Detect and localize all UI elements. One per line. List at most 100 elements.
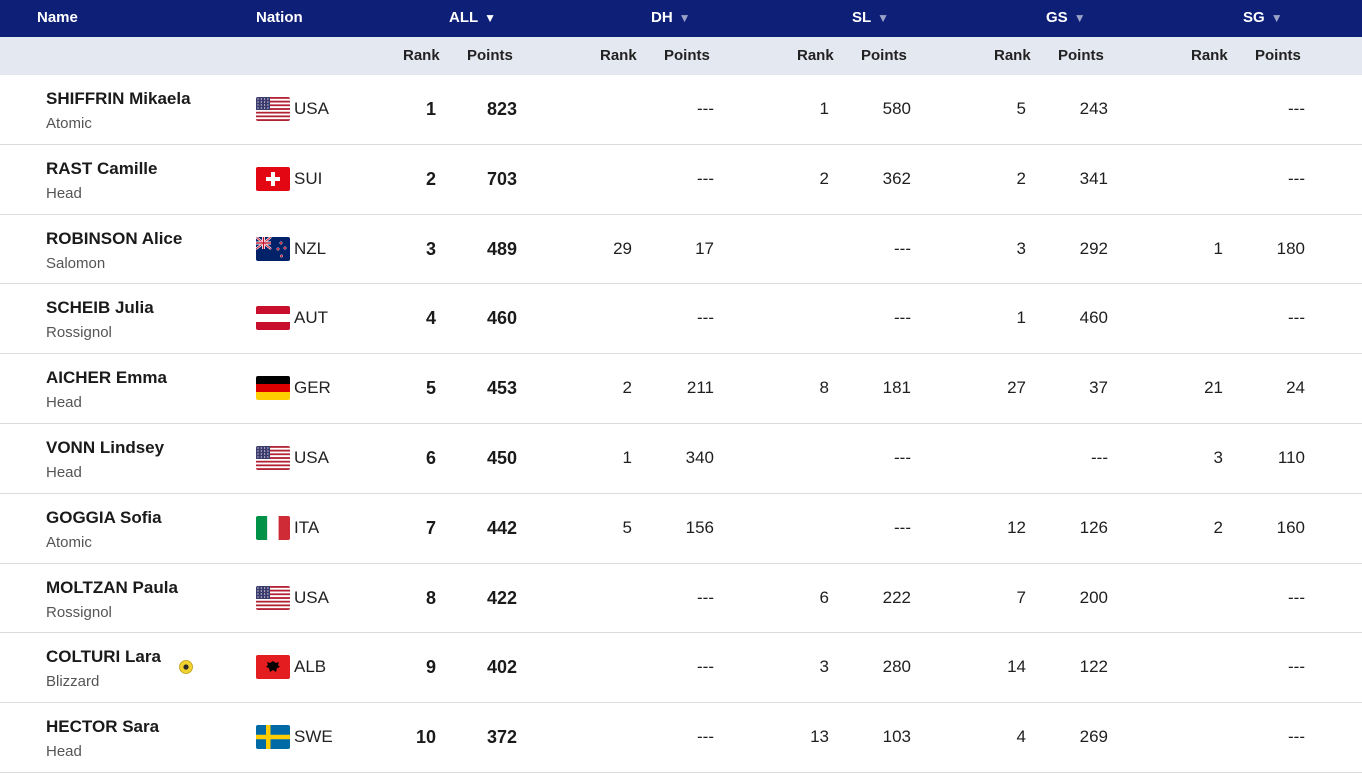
all-rank-cell: 5 [425,378,436,399]
table-row[interactable]: HECTOR Sara Head SWE 10 372 --- 13 103 4 269 --- [0,703,1362,773]
all-rank-cell: 7 [425,517,436,538]
dh-rank-cell: 1 [622,447,632,467]
table-row[interactable]: ROBINSON Alice Salomon NZL 3 489 29 17 --- 3 292 1… [0,215,1362,285]
sort-down-icon: ▼ [484,11,497,25]
sort-down-icon: ▼ [678,11,691,25]
sg-points-cell: 110 [1277,447,1305,467]
nation-code: USA [294,587,329,607]
athlete-brand: Salomon [46,254,106,272]
nation-code: GER [294,378,331,398]
athlete-brand: Blizzard [46,673,100,691]
header-sg-label: SG [1243,9,1265,26]
gs-rank-cell: 3 [1016,238,1026,258]
header-sl-sort[interactable]: SL ▼ [852,0,889,37]
header-dh-sort[interactable]: DH ▼ [651,0,691,37]
subheader-gs-rank: Rank [994,47,1031,64]
athlete-name[interactable]: GOGGIA Sofia [46,507,162,527]
header-dh-label: DH [651,9,673,26]
subheader-sl-points: Points [861,47,907,64]
sort-down-icon: ▼ [1073,11,1086,25]
sg-points-cell: 160 [1276,517,1305,537]
all-points-cell: 823 [486,99,517,119]
sg-points-cell: --- [1288,587,1305,607]
all-rank-cell: 8 [425,587,436,608]
nation-code: SUI [294,168,323,188]
gs-points-cell: 37 [1089,378,1108,398]
sl-points-cell: 222 [882,587,911,607]
gs-points-cell: --- [1091,447,1108,467]
table-row[interactable]: MOLTZAN Paula Rossignol USA 8 422 --- 6 222 7 200… [0,564,1362,634]
dh-points-cell: 340 [685,447,714,467]
switzerland-flag-icon [256,166,290,191]
nation-code: USA [294,99,329,118]
header-sl-label: SL [852,9,872,26]
sl-points-cell: --- [894,447,911,467]
table-row[interactable]: AICHER Emma Head GER 5 453 2 211 8 181 27 37 21 24 [0,354,1362,424]
subheader-sl-rank: Rank [797,47,834,64]
subheader-dh-rank: Rank [600,47,637,64]
sl-rank-cell: 1 [819,99,829,118]
gs-rank-cell: 12 [1007,517,1026,537]
athlete-name[interactable]: COLTURI Lara [46,647,161,667]
gs-points-cell: 460 [1079,308,1108,328]
subheader-sg-rank: Rank [1191,47,1228,64]
athlete-name[interactable]: SCHEIB Julia [46,298,154,318]
all-points-cell: 372 [486,727,517,748]
sl-points-cell: 580 [882,99,911,118]
new-zealand-flag-icon [256,236,290,261]
nation-code: AUT [294,308,328,328]
nation-code: ITA [294,517,320,537]
sl-points-cell: --- [894,308,911,328]
header-name[interactable]: Name [37,9,78,26]
sg-rank-cell: 3 [1213,447,1223,467]
usa-flag-icon [256,585,290,610]
gs-rank-cell: 4 [1016,727,1026,747]
all-rank-cell: 1 [425,99,436,119]
all-points-cell: 703 [486,168,517,189]
table-row[interactable]: VONN Lindsey Head USA 6 450 1 340 --- --- 3 110 [0,424,1362,494]
athlete-name[interactable]: MOLTZAN Paula [46,577,178,597]
sg-points-cell: --- [1288,727,1305,747]
header-gs-sort[interactable]: GS ▼ [1046,0,1086,37]
athlete-name[interactable]: RAST Camille [46,158,158,178]
athlete-name[interactable]: AICHER Emma [46,368,167,388]
dh-points-cell: --- [697,657,714,677]
athlete-name[interactable]: ROBINSON Alice [46,228,183,248]
sg-points-cell: --- [1288,308,1305,328]
subheader-dh-points: Points [664,47,710,64]
table-row[interactable]: RAST Camille Head SUI 2 703 --- 2 362 2 341 --- [0,145,1362,215]
table-row[interactable]: COLTURI Lara Blizzard ALB 9 402 --- 3 280 14 122 -… [0,633,1362,704]
athlete-name[interactable]: VONN Lindsey [46,437,165,457]
nation-code: SWE [294,727,333,747]
table-subheader: Rank Points Rank Points Rank Points Rank… [0,37,1362,75]
table-row[interactable]: SCHEIB Julia Rossignol AUT 4 460 --- --- 1 460 --… [0,284,1362,355]
sg-rank-cell: 2 [1213,517,1223,537]
header-all-sort[interactable]: ALL ▼ [449,0,496,37]
header-sg-sort[interactable]: SG ▼ [1243,0,1283,37]
athlete-name[interactable]: SHIFFRIN Mikaela [46,89,191,108]
table-row[interactable]: GOGGIA Sofia Atomic ITA 7 442 5 156 --- 12 126 2 16… [0,494,1362,564]
header-all-label: ALL [449,9,479,26]
nation-code: ALB [294,657,327,677]
header-nation[interactable]: Nation [256,9,303,26]
sl-points-cell: 103 [882,727,911,747]
gs-points-cell: 200 [1079,587,1108,607]
sg-points-cell: 24 [1286,378,1305,398]
sg-points-cell: --- [1288,99,1305,118]
dh-points-cell: --- [697,99,714,118]
table-row[interactable]: SHIFFRIN Mikaela Atomic USA 1 823 --- 1 580 5 243… [0,75,1362,145]
athlete-brand: Rossignol [46,324,112,342]
dh-points-cell: --- [697,727,714,747]
athlete-name[interactable]: HECTOR Sara [46,717,160,737]
all-rank-cell: 2 [425,168,436,189]
sl-rank-cell: 8 [819,378,829,398]
athlete-brand: Rossignol [46,603,112,621]
standings-table-body: SHIFFRIN Mikaela Atomic USA 1 823 --- 1 580 5 243… [0,75,1362,773]
sg-rank-cell: 21 [1204,378,1223,398]
all-points-cell: 453 [486,378,517,399]
sl-points-cell: 280 [882,657,911,677]
nation-code: NZL [294,238,327,258]
sl-points-cell: --- [894,238,911,258]
gs-points-cell: 292 [1079,238,1108,258]
sl-points-cell: 181 [882,378,911,398]
